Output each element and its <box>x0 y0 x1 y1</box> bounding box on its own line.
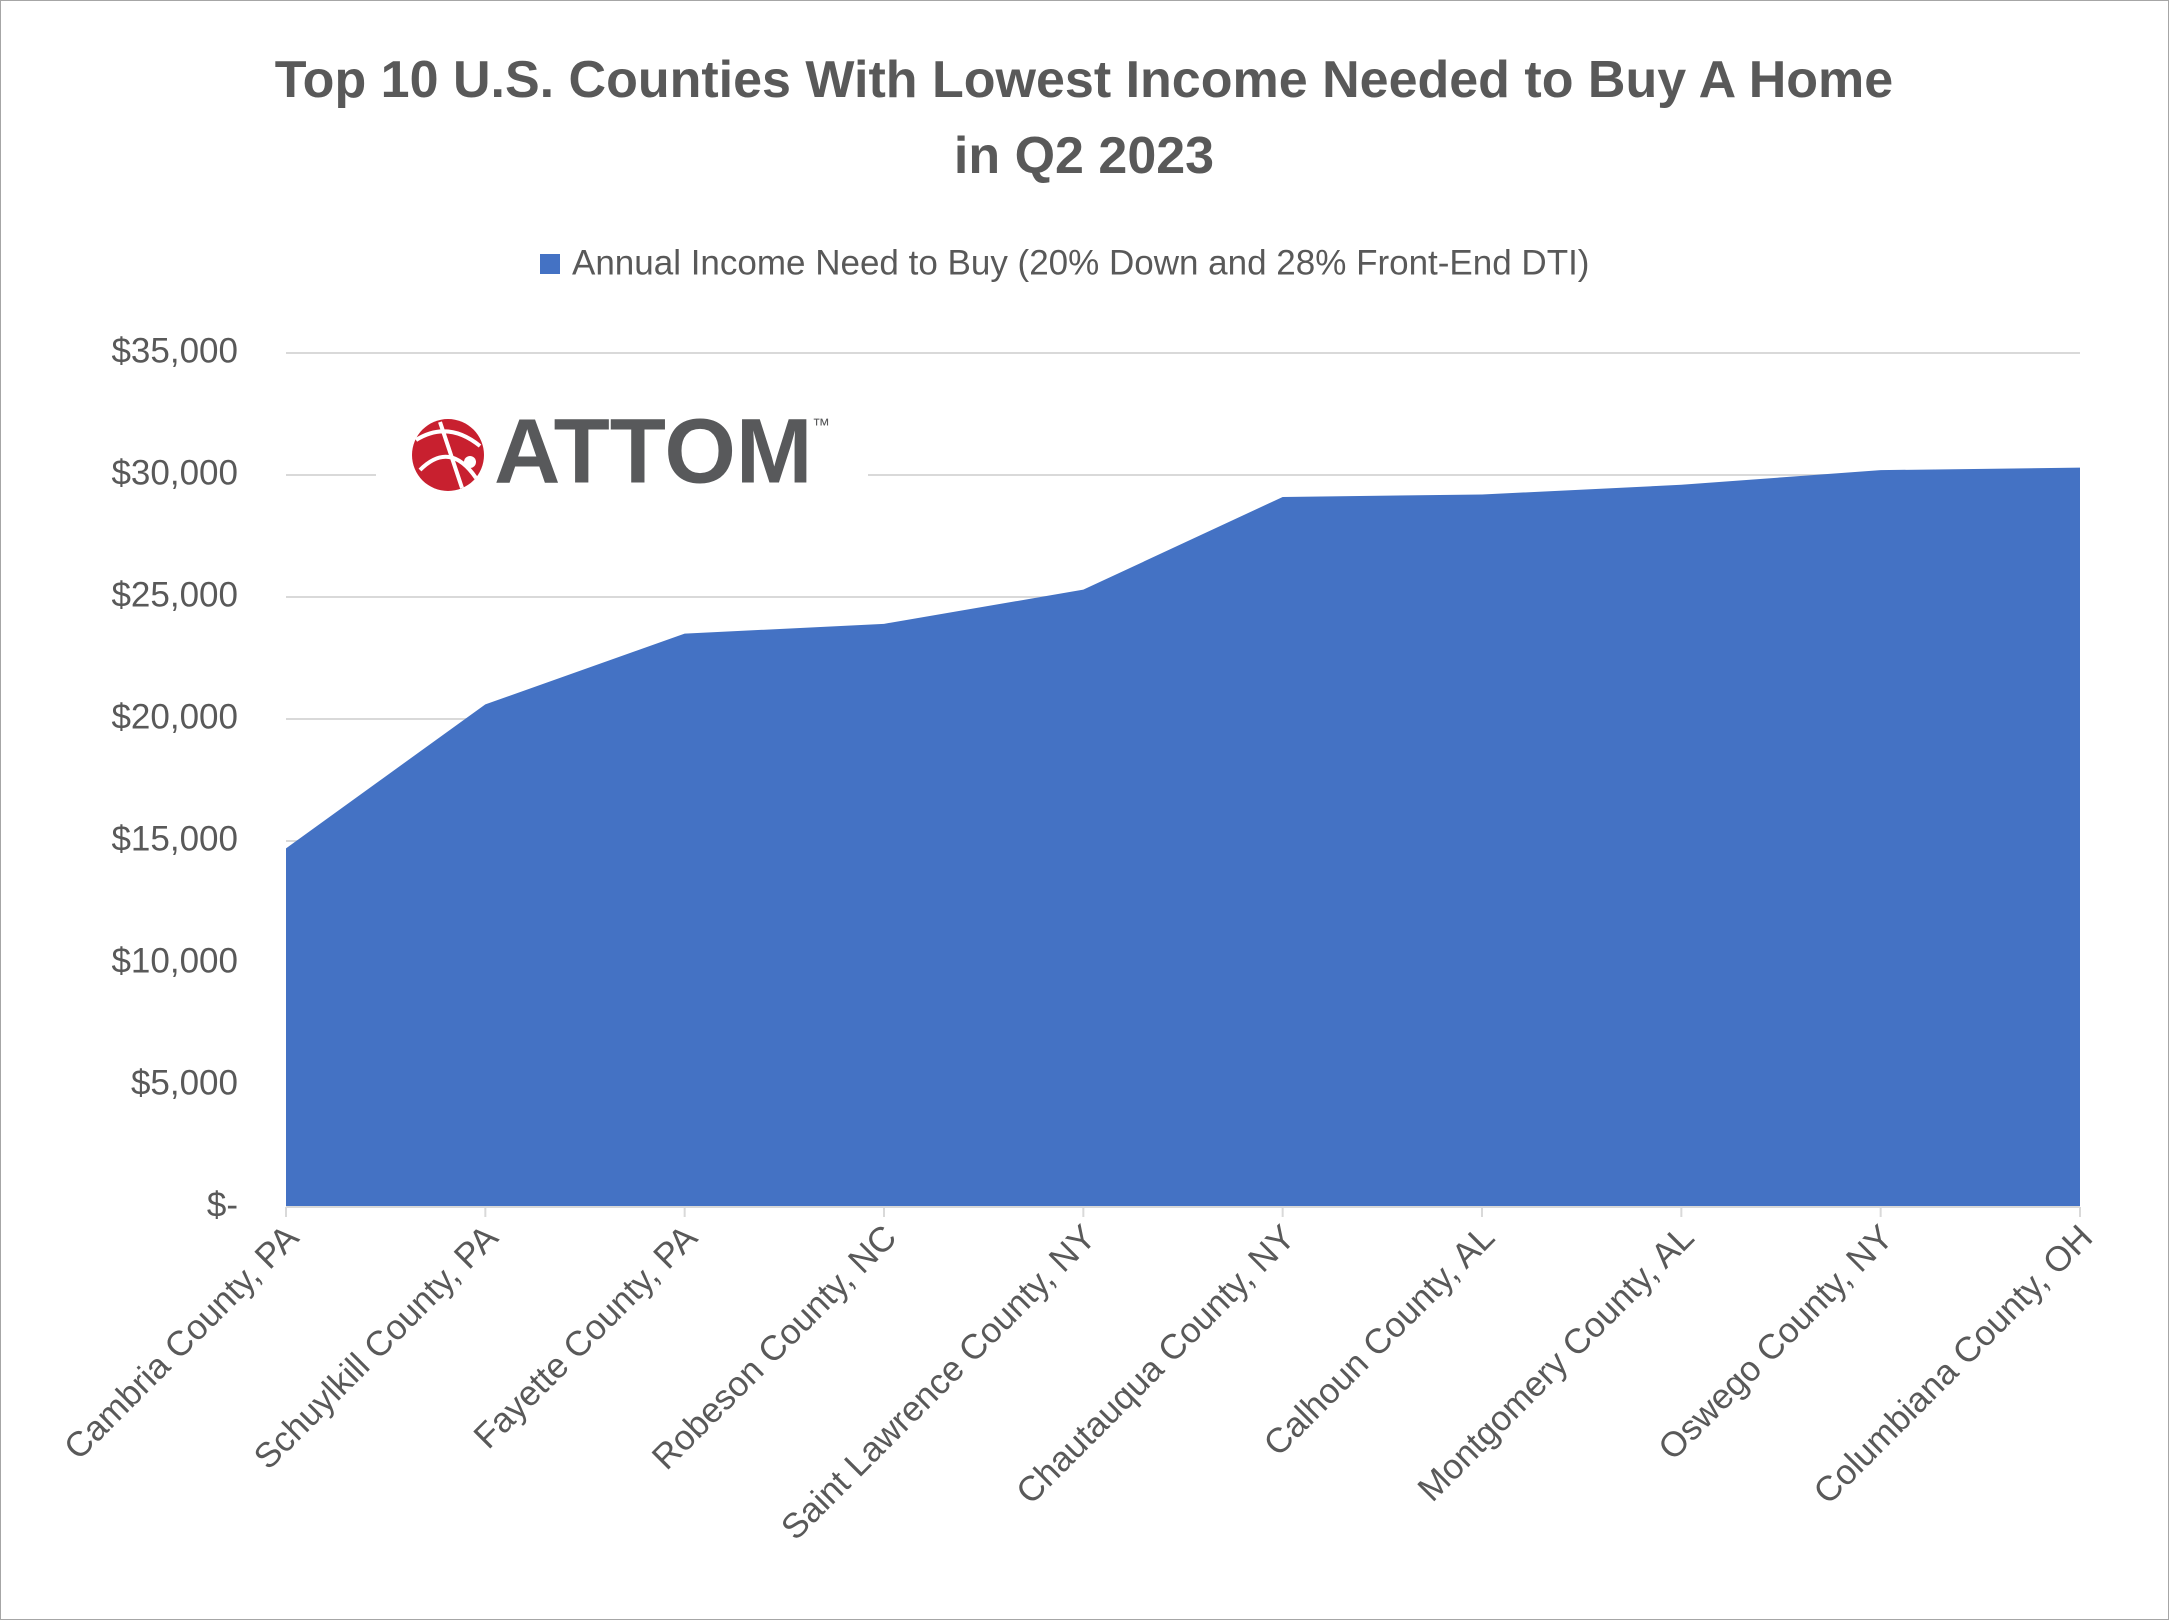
x-tick-label: Saint Lawrence County, NY <box>774 1218 1104 1548</box>
legend-label: Annual Income Need to Buy (20% Down and … <box>572 243 1589 282</box>
chart-title: Top 10 U.S. Counties With Lowest Income … <box>274 51 1894 185</box>
y-tick-label: $35,000 <box>111 331 238 370</box>
y-tick-label: $20,000 <box>111 697 238 736</box>
plot <box>286 467 2080 1207</box>
area <box>286 467 2080 1207</box>
y-tick-label: $25,000 <box>111 575 238 614</box>
y-tick-label: $- <box>207 1185 238 1224</box>
legend-swatch <box>540 254 560 274</box>
y-tick-label: $10,000 <box>111 941 238 980</box>
logo-icon <box>412 419 484 491</box>
logo-trademark: ™ <box>812 415 830 435</box>
y-tick-label: $5,000 <box>131 1063 238 1102</box>
y-tick-label: $30,000 <box>111 453 238 492</box>
x-tick-label: Fayette County, PA <box>466 1217 705 1456</box>
y-tick-label: $15,000 <box>111 819 238 858</box>
logo-text: ATTOM <box>494 400 813 502</box>
